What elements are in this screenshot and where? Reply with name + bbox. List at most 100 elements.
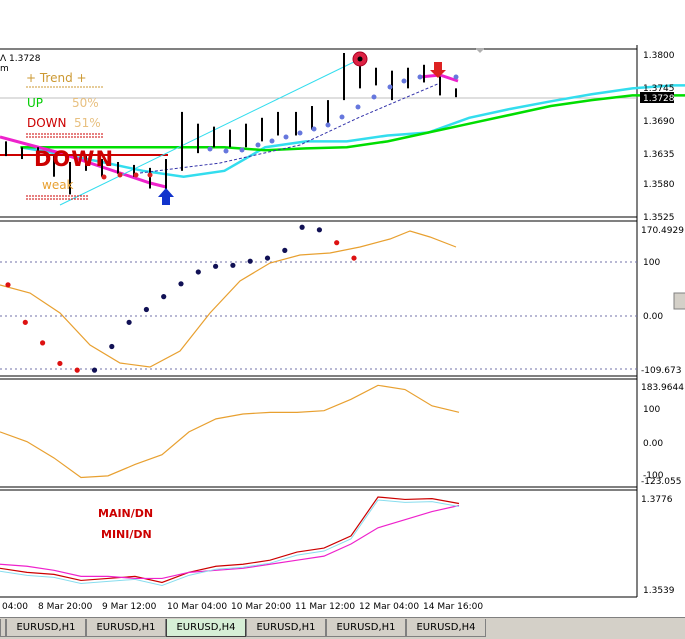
p3-label-100: 100 [643, 405, 660, 415]
signal-circle-center [357, 56, 363, 62]
strength-label: weak [42, 178, 74, 192]
cci-dot [5, 282, 11, 288]
down-value: 51% [74, 116, 101, 130]
p2-label-min: -109.673 [641, 366, 681, 376]
cci-dot [109, 343, 115, 350]
blue-signal-dot [453, 74, 459, 80]
main-dn-label: MAIN/DN [98, 507, 153, 520]
cci-dot [351, 255, 357, 261]
main-line-cyan [0, 499, 460, 586]
p3-label-0: 0.00 [643, 439, 663, 449]
price-label-3: 1.3690 [643, 117, 675, 127]
cci-dot [57, 360, 63, 367]
cci-dot [195, 269, 201, 275]
top-strip [0, 0, 685, 45]
cci-dot [230, 262, 236, 268]
cyan-ma-line [20, 84, 685, 178]
timeframe-hint: m [0, 64, 9, 74]
cci-dot [264, 255, 271, 261]
p3-label-max: 183.9644 [641, 383, 684, 393]
time-label-6: 11 Mar 12:00 [295, 602, 355, 612]
red-signal-dot [133, 172, 139, 178]
green-ma-line [20, 94, 685, 152]
chart-shift-marker[interactable] [475, 48, 485, 53]
down-label: DOWN [27, 116, 67, 130]
up-value: 50% [72, 96, 99, 110]
buy-arrow-icon [158, 188, 174, 205]
blue-signal-dot [207, 146, 213, 152]
blue-signal-dot [371, 94, 377, 100]
mini-dn-label: MINI/DN [101, 528, 152, 541]
up-label: UP [27, 96, 43, 110]
blue-signal-dot [417, 74, 423, 80]
price-label-1: 1.3800 [643, 51, 675, 61]
tab-scroll-left[interactable] [0, 619, 6, 637]
cci-dot [126, 319, 132, 325]
p2-label-max: 170.4929 [641, 226, 684, 236]
tab-eurusd-h4-active[interactable]: EURUSD,H4 [166, 619, 246, 637]
p4-label-min: 1.3539 [643, 586, 675, 596]
channel-line-upper [59, 58, 361, 206]
red-signal-dot [147, 172, 153, 178]
oscillator-line [0, 384, 460, 479]
p3-label-min: -123.055 [641, 477, 681, 487]
price-label-5: 1.3580 [643, 180, 675, 190]
blue-signal-dot [255, 142, 261, 148]
cci-dot [22, 319, 28, 325]
cci-dot [316, 227, 322, 233]
cci-dot [74, 367, 80, 373]
trend-status: DOWN [34, 147, 114, 171]
blue-signal-dot [311, 126, 317, 132]
cci-dot [213, 263, 219, 269]
cci-dot [161, 294, 167, 300]
chart-canvas[interactable]: 1.3800 1.3745 1.3690 1.3635 1.3580 1.352… [0, 45, 685, 617]
p2-label-0: 0.00 [643, 312, 663, 322]
time-label-1: 04:00 [2, 602, 28, 612]
main-line [0, 496, 460, 584]
blue-signal-dot [239, 147, 245, 153]
blue-signal-dot [401, 78, 407, 84]
time-label-5: 10 Mar 20:00 [231, 602, 291, 612]
trend-label: + Trend + [26, 71, 87, 85]
blue-signal-dot [387, 84, 393, 90]
channel-line-dashed [139, 82, 441, 174]
p2-label-100: 100 [643, 258, 660, 268]
tab-eurusd-h4-2[interactable]: EURUSD,H4 [406, 619, 486, 637]
cci-dot [40, 340, 46, 346]
blue-signal-dot [297, 130, 303, 136]
time-label-3: 9 Mar 12:00 [102, 602, 157, 612]
tab-eurusd-h1-4[interactable]: EURUSD,H1 [326, 619, 406, 637]
panel2-scrollbar-handle[interactable] [673, 292, 685, 310]
price-label-6: 1.3525 [643, 213, 675, 223]
tab-eurusd-h1-3[interactable]: EURUSD,H1 [246, 619, 326, 637]
cci-dot [143, 306, 149, 313]
cci-dot [247, 258, 253, 264]
red-signal-dot [101, 174, 107, 180]
cci-dot [91, 367, 98, 373]
blue-signal-dot [269, 138, 275, 144]
tab-eurusd-h1-2[interactable]: EURUSD,H1 [86, 619, 166, 637]
tab-eurusd-h1-1[interactable]: EURUSD,H1 [6, 619, 86, 637]
price-label-4: 1.3635 [643, 150, 675, 160]
time-label-4: 10 Mar 04:00 [167, 602, 227, 612]
blue-signal-dot [339, 114, 345, 120]
blue-signal-dot [325, 122, 331, 128]
time-label-2: 8 Mar 20:00 [38, 602, 93, 612]
cci-dot [282, 247, 288, 253]
chart-tabbar: EURUSD,H1 EURUSD,H1 EURUSD,H4 EURUSD,H1 … [0, 617, 685, 639]
cci-dot [299, 224, 305, 230]
price-info: Λ 1.3728 [0, 54, 41, 64]
cci-dot [178, 281, 184, 287]
sell-arrow-icon [430, 62, 446, 78]
blue-signal-dot [223, 148, 229, 154]
cci-signal-line [0, 230, 457, 368]
blue-signal-dot [283, 134, 289, 140]
time-label-8: 14 Mar 16:00 [423, 602, 483, 612]
chart-window-background [0, 0, 685, 45]
current-price-label: 1.3728 [643, 94, 675, 104]
chart-window[interactable]: 1.3800 1.3745 1.3690 1.3635 1.3580 1.352… [0, 45, 685, 617]
time-label-7: 12 Mar 04:00 [359, 602, 419, 612]
current-price-box [640, 92, 674, 103]
p4-label-max: 1.3776 [641, 495, 673, 505]
price-label-2: 1.3745 [643, 84, 675, 94]
